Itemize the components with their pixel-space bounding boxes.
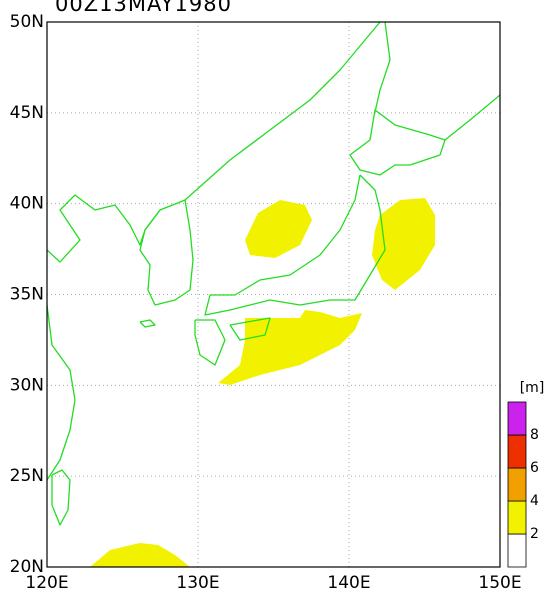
- coastline: [184, 21, 381, 201]
- colorbar-box: [507, 467, 527, 502]
- lon-tick-label: 120E: [25, 573, 68, 593]
- lon-tick-label: 130E: [176, 573, 219, 593]
- lat-tick-label: 40N: [10, 194, 44, 214]
- lon-tick-label: 150E: [478, 573, 521, 593]
- coastline: [194, 319, 226, 366]
- colorbar-box: [507, 434, 527, 469]
- lat-tick-label: 50N: [10, 12, 44, 32]
- coastline: [51, 469, 71, 526]
- wave-height-areas: [90, 198, 435, 567]
- lat-tick-label: 20N: [10, 557, 44, 577]
- wave-area: [372, 198, 435, 290]
- colorbar-box: [507, 533, 527, 568]
- coastline: [444, 94, 501, 141]
- colorbar-label: 2: [530, 526, 539, 542]
- wave-area: [245, 200, 312, 258]
- coastline: [349, 109, 446, 176]
- colorbar-label: 6: [530, 460, 539, 476]
- coastline: [46, 194, 161, 263]
- lat-tick-label: 35N: [10, 285, 44, 305]
- colorbar-box: [507, 500, 527, 535]
- colorbar-unit: [m]: [520, 380, 545, 396]
- lon-tick-label: 140E: [327, 573, 370, 593]
- coastline: [46, 304, 76, 481]
- wave-area: [218, 310, 362, 385]
- lat-tick-label: 25N: [10, 466, 44, 486]
- coastline: [139, 199, 194, 306]
- map-frame: [46, 21, 501, 568]
- coastline: [229, 317, 271, 341]
- lat-tick-label: 45N: [10, 103, 44, 123]
- colorbar-label: 4: [530, 493, 539, 509]
- colorbar-box: [507, 401, 527, 436]
- wave-area: [90, 543, 190, 567]
- coastline: [204, 174, 386, 316]
- coastline: [139, 319, 156, 328]
- coastline: [374, 21, 391, 113]
- lat-tick-label: 30N: [10, 375, 44, 395]
- colorbar-label: 8: [530, 427, 539, 443]
- map-title: 00Z13MAY1980: [55, 0, 232, 16]
- coastlines: [46, 21, 501, 526]
